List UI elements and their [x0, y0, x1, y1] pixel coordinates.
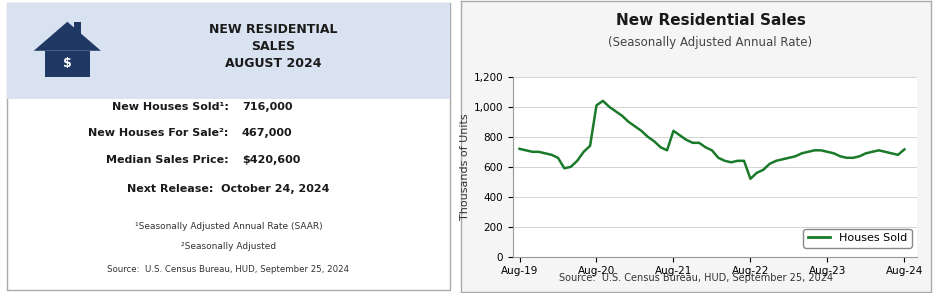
Text: Next Release:  October 24, 2024: Next Release: October 24, 2024 [127, 183, 329, 194]
Polygon shape [34, 22, 101, 51]
Text: ²Seasonally Adjusted: ²Seasonally Adjusted [181, 242, 276, 251]
Text: Source:  U.S. Census Bureau, HUD, September 25, 2024: Source: U.S. Census Bureau, HUD, Septemb… [108, 265, 349, 274]
Text: AUGUST 2024: AUGUST 2024 [225, 57, 321, 70]
Text: (Seasonally Adjusted Annual Rate): (Seasonally Adjusted Annual Rate) [608, 36, 812, 49]
FancyBboxPatch shape [7, 3, 450, 99]
Text: New Houses Sold¹:: New Houses Sold¹: [111, 102, 228, 112]
Text: NEW RESIDENTIAL: NEW RESIDENTIAL [209, 23, 338, 35]
Text: Source:  U.S. Census Bureau, HUD, September 25, 2024: Source: U.S. Census Bureau, HUD, Septemb… [560, 273, 833, 283]
Text: ¹Seasonally Adjusted Annual Rate (SAAR): ¹Seasonally Adjusted Annual Rate (SAAR) [135, 222, 322, 231]
Text: $: $ [63, 57, 72, 70]
Text: Median Sales Price:: Median Sales Price: [106, 154, 228, 165]
FancyBboxPatch shape [45, 51, 90, 77]
Text: New Residential Sales: New Residential Sales [616, 13, 805, 28]
Text: $420,600: $420,600 [241, 154, 300, 165]
FancyBboxPatch shape [74, 22, 80, 35]
Text: SALES: SALES [251, 40, 295, 53]
Text: New Houses For Sale²:: New Houses For Sale²: [88, 128, 228, 139]
Text: 467,000: 467,000 [241, 128, 293, 139]
Text: 716,000: 716,000 [241, 102, 292, 112]
